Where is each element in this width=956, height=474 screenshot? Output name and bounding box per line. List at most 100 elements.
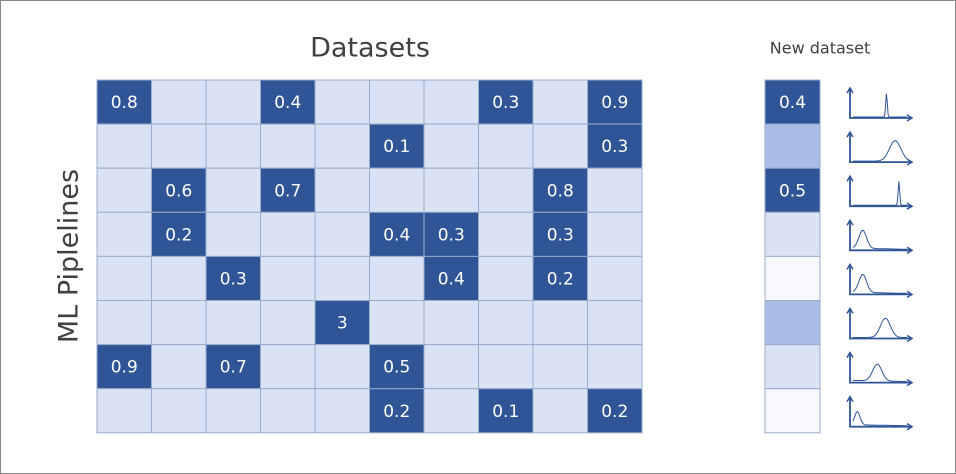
cell — [96, 79, 152, 125]
cell — [314, 300, 370, 346]
sketch-axes — [849, 220, 912, 252]
cell — [205, 123, 261, 169]
cell — [260, 388, 316, 434]
sketch-arrow — [846, 307, 914, 343]
cell — [423, 79, 479, 125]
sketch-arrow — [846, 395, 914, 431]
cell-value: 0.8 — [547, 181, 574, 201]
cell — [151, 300, 207, 346]
sketch-curve — [853, 140, 908, 162]
cell-value: 0.4 — [438, 269, 465, 289]
sketch-curve — [853, 93, 907, 118]
cell — [96, 388, 152, 434]
cell-value: 0.1 — [492, 402, 519, 422]
cell — [587, 300, 643, 346]
cell — [369, 388, 425, 434]
cell — [260, 123, 316, 169]
new-cell — [764, 344, 821, 390]
cell — [478, 167, 534, 213]
cell-value: 0.8 — [111, 93, 138, 113]
cell — [151, 123, 207, 169]
cell — [423, 123, 479, 169]
cell-value: 0.1 — [383, 137, 410, 157]
cell — [205, 79, 261, 125]
cell — [96, 255, 152, 301]
cell — [314, 255, 370, 301]
cell — [151, 344, 207, 390]
cell — [369, 300, 425, 346]
new-cell — [764, 255, 821, 301]
new-cell — [764, 167, 821, 213]
cell — [587, 344, 643, 390]
cell-value: 0.4 — [383, 225, 410, 245]
cell — [314, 123, 370, 169]
cell — [478, 255, 534, 301]
cell — [369, 123, 425, 169]
cell — [478, 300, 534, 346]
cell — [532, 79, 588, 125]
cell — [96, 300, 152, 346]
cell — [260, 79, 316, 125]
row-axis-label: ML Piplelines — [54, 169, 85, 343]
cell — [96, 344, 152, 390]
cell — [205, 211, 261, 257]
sketch-arrow — [846, 351, 914, 387]
cell — [205, 388, 261, 434]
cell-value: 0.3 — [220, 269, 247, 289]
sketch-arrow — [846, 218, 914, 254]
cell — [369, 211, 425, 257]
cell-value: 0.5 — [383, 358, 410, 378]
new-cell-value: 0.4 — [779, 93, 806, 113]
sketch-axes — [849, 88, 912, 119]
cell — [314, 167, 370, 213]
cell-value: 0.4 — [274, 93, 301, 113]
new-cell-value: 0.5 — [779, 181, 806, 201]
cell-value: 0.2 — [383, 402, 410, 422]
cell — [532, 300, 588, 346]
cell — [369, 79, 425, 125]
cell — [151, 79, 207, 125]
cell — [369, 255, 425, 301]
new-dataset-label: New dataset — [770, 39, 870, 58]
sketch-axes — [849, 396, 912, 428]
cell — [478, 344, 534, 390]
sketch-arrow — [846, 86, 914, 122]
sketch-curve — [853, 363, 907, 383]
sketch-axes — [849, 176, 912, 208]
cell — [314, 79, 370, 125]
cell — [205, 167, 261, 213]
cell-value: 0.2 — [547, 269, 574, 289]
cell — [587, 255, 643, 301]
sketch-curve — [852, 229, 907, 250]
cell — [205, 300, 261, 346]
cell — [532, 211, 588, 257]
cell-value: 0.2 — [165, 225, 192, 245]
cell — [151, 388, 207, 434]
cell — [423, 300, 479, 346]
cell-value: 0.7 — [220, 358, 247, 378]
cell — [423, 167, 479, 213]
cell — [369, 344, 425, 390]
cell-value: 0.9 — [111, 358, 138, 378]
cell — [423, 344, 479, 390]
cell-value: 0.3 — [601, 137, 628, 157]
cell — [96, 123, 152, 169]
title: Datasets — [310, 33, 430, 64]
cell — [478, 211, 534, 257]
cell — [151, 255, 207, 301]
cell — [96, 211, 152, 257]
cell-value: 0.3 — [547, 225, 574, 245]
sketch-arrow — [846, 174, 914, 210]
cell — [260, 300, 316, 346]
new-cell — [764, 211, 821, 257]
cell — [532, 388, 588, 434]
sketch-curve — [852, 273, 907, 294]
cell — [478, 123, 534, 169]
cell — [532, 344, 588, 390]
cell — [314, 211, 370, 257]
cell-value: 0.9 — [601, 93, 628, 113]
cell-value: 3 — [337, 314, 348, 334]
cell — [369, 167, 425, 213]
cell — [314, 388, 370, 434]
